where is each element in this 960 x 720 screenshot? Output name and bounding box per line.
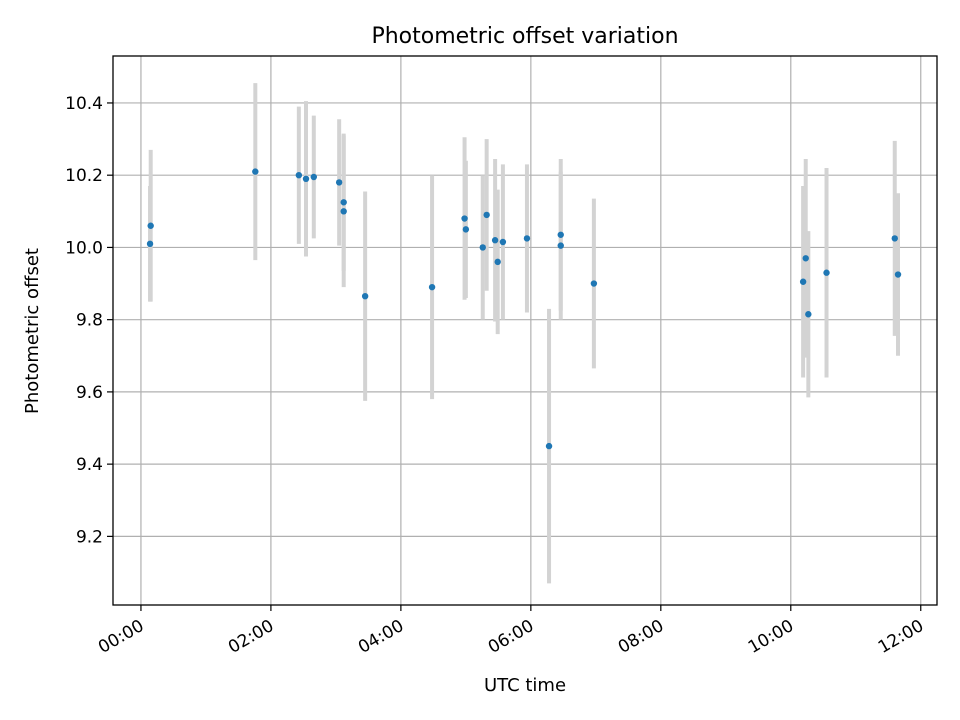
data-point xyxy=(802,255,809,262)
data-point xyxy=(462,226,470,233)
data-point xyxy=(361,292,369,300)
x-axis-label: UTC time xyxy=(484,675,566,696)
data-point xyxy=(147,222,154,229)
y-tick-label: 10.4 xyxy=(65,94,103,114)
plot-frame xyxy=(112,55,938,606)
data-point xyxy=(340,199,347,206)
data-point xyxy=(799,278,807,285)
y-tick-label: 10.0 xyxy=(65,238,103,258)
data-point xyxy=(310,173,318,181)
data-point xyxy=(545,442,553,450)
data-point xyxy=(146,240,154,248)
chart-title: Photometric offset variation xyxy=(371,24,678,49)
y-tick-label: 9.8 xyxy=(76,311,103,331)
y-tick-label: 10.2 xyxy=(65,166,103,186)
data-point xyxy=(483,211,490,219)
data-point xyxy=(428,283,436,291)
data-point xyxy=(295,171,303,179)
data-point xyxy=(891,235,898,242)
y-tick-label: 9.4 xyxy=(76,455,103,475)
data-point xyxy=(479,244,486,251)
data-point xyxy=(494,258,501,266)
data-point xyxy=(499,238,507,246)
y-tick-label: 9.2 xyxy=(76,527,103,547)
y-axis-label: Photometric offset xyxy=(22,248,43,414)
y-tick-label: 9.6 xyxy=(76,383,103,403)
data-point xyxy=(590,280,598,287)
data-point xyxy=(557,231,564,238)
data-point xyxy=(340,208,347,215)
data-point xyxy=(523,235,531,242)
data-point xyxy=(491,237,499,244)
point-layer xyxy=(146,168,902,450)
data-point xyxy=(252,168,259,175)
data-point xyxy=(823,269,830,276)
data-point xyxy=(335,179,343,186)
data-point xyxy=(805,311,812,318)
data-point xyxy=(894,271,902,278)
data-point xyxy=(557,242,564,249)
data-point xyxy=(302,175,310,183)
data-point xyxy=(461,215,468,222)
